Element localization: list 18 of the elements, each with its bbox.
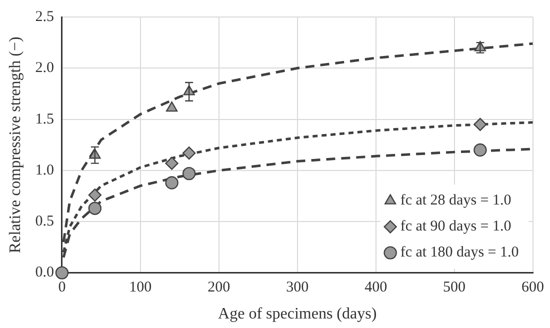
x-tick-label: 500 — [443, 280, 466, 296]
x-tick-label: 200 — [208, 280, 230, 296]
x-tick-label: 100 — [129, 280, 152, 296]
x-axis-title: Age of specimens (days) — [218, 306, 377, 323]
x-tick-label: 300 — [286, 280, 309, 296]
legend-label: fc at 90 days = 1.0 — [400, 218, 512, 235]
y-tick-label: 2.0 — [35, 60, 54, 76]
x-tick-label: 0 — [58, 280, 66, 296]
legend-label: fc at 180 days = 1.0 — [400, 244, 519, 261]
y-axis-title: Relative compressive strength (−) — [6, 36, 24, 254]
y-tick-label: 0.5 — [35, 214, 54, 230]
x-tick-label: 600 — [522, 280, 544, 296]
x-tick-label: 400 — [364, 280, 388, 296]
legend-label: fc at 28 days = 1.0 — [400, 192, 512, 209]
y-tick-label: 0.0 — [35, 264, 54, 281]
y-tick-label: 1.5 — [35, 111, 54, 128]
y-tick-label: 1.0 — [35, 162, 54, 178]
y-tick-label: 2.5 — [35, 8, 54, 25]
